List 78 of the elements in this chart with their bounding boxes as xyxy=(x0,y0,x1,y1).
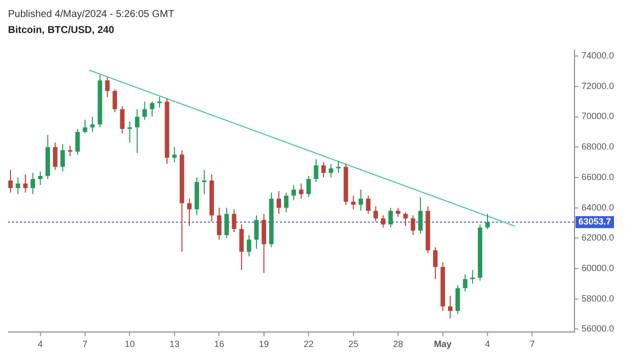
candlestick xyxy=(455,284,460,314)
candlestick xyxy=(75,128,80,156)
chart-subtitle: Bitcoin, BTC/USD, 240 xyxy=(8,24,115,36)
candlestick xyxy=(448,295,452,320)
candlestick xyxy=(351,195,356,210)
candlestick xyxy=(328,163,334,178)
candlestick xyxy=(373,206,378,222)
y-tick-label: 70000.0 xyxy=(581,111,614,122)
y-tick-label: 58000.0 xyxy=(581,293,614,304)
candlestick xyxy=(358,189,364,212)
candlestick xyxy=(68,145,72,157)
y-tick-label: 62000.0 xyxy=(581,232,614,243)
candlestick xyxy=(254,214,259,250)
y-tick-label: 60000.0 xyxy=(581,262,614,273)
candlestick xyxy=(202,169,207,195)
candlestick xyxy=(142,101,147,120)
candlestick xyxy=(366,195,370,214)
candlestick xyxy=(187,198,192,226)
x-tick-label: 28 xyxy=(393,339,404,350)
y-tick-label: 74000.0 xyxy=(581,50,614,61)
candlestick xyxy=(246,234,252,257)
candlestick xyxy=(52,142,58,170)
candlestick xyxy=(462,274,468,292)
candlestick xyxy=(216,207,222,240)
x-tick-label: 4 xyxy=(38,339,43,350)
candlestick xyxy=(485,213,490,230)
y-tick-label: 72000.0 xyxy=(581,80,614,91)
ref-line-label: 63053.7 xyxy=(578,216,612,227)
candlestick xyxy=(38,170,43,186)
candlestick xyxy=(224,207,229,239)
candlestick xyxy=(276,190,282,214)
x-tick-label: 22 xyxy=(304,339,314,350)
candlestick xyxy=(403,212,408,226)
x-tick-label: 19 xyxy=(258,339,269,350)
candlestick xyxy=(128,120,132,144)
candlestick xyxy=(291,184,296,201)
candlestick xyxy=(284,192,288,213)
x-tick-label: 7 xyxy=(530,339,535,350)
x-tick-label: 13 xyxy=(169,339,180,350)
candlestick xyxy=(410,214,416,236)
candlestick xyxy=(418,196,423,234)
candlestick xyxy=(82,119,88,134)
candlestick xyxy=(298,183,304,200)
candlestick xyxy=(239,224,244,270)
candlestick xyxy=(336,160,341,174)
candlestick xyxy=(23,174,28,194)
candlestick xyxy=(433,246,438,280)
x-tick-label: 10 xyxy=(124,339,135,350)
candlestick xyxy=(321,162,326,178)
candlestick xyxy=(306,175,311,198)
candlestick xyxy=(120,106,125,134)
candlestick xyxy=(388,207,393,228)
candlestick xyxy=(112,88,118,113)
chart-title: Published 4/May/2024 - 5:26:05 GMT xyxy=(8,8,174,20)
candlestick xyxy=(470,269,475,284)
candlestick xyxy=(157,96,162,108)
candlestick xyxy=(150,101,154,118)
candlestick xyxy=(16,176,20,195)
candlestick xyxy=(90,116,95,132)
y-tick-label: 66000.0 xyxy=(581,172,614,182)
candlestick xyxy=(30,172,36,195)
candlestick xyxy=(396,207,400,218)
candlestick xyxy=(380,214,386,228)
x-tick-label: 25 xyxy=(348,339,358,350)
y-tick-label: 64000.0 xyxy=(581,202,614,212)
y-tick-label: 68000.0 xyxy=(581,142,614,152)
candlestick xyxy=(314,158,318,182)
candlestick xyxy=(60,144,65,172)
candlestick xyxy=(105,76,110,98)
x-tick-label: 7 xyxy=(82,339,88,350)
candlestick xyxy=(8,169,13,194)
candlestick xyxy=(134,108,140,154)
x-tick-label: 4 xyxy=(485,339,490,350)
x-tick-label: May xyxy=(434,339,452,350)
candlestick xyxy=(232,208,236,233)
x-tick-label: 16 xyxy=(214,339,224,350)
y-tick-label: 56000.0 xyxy=(581,324,614,334)
candlestick xyxy=(172,146,177,163)
